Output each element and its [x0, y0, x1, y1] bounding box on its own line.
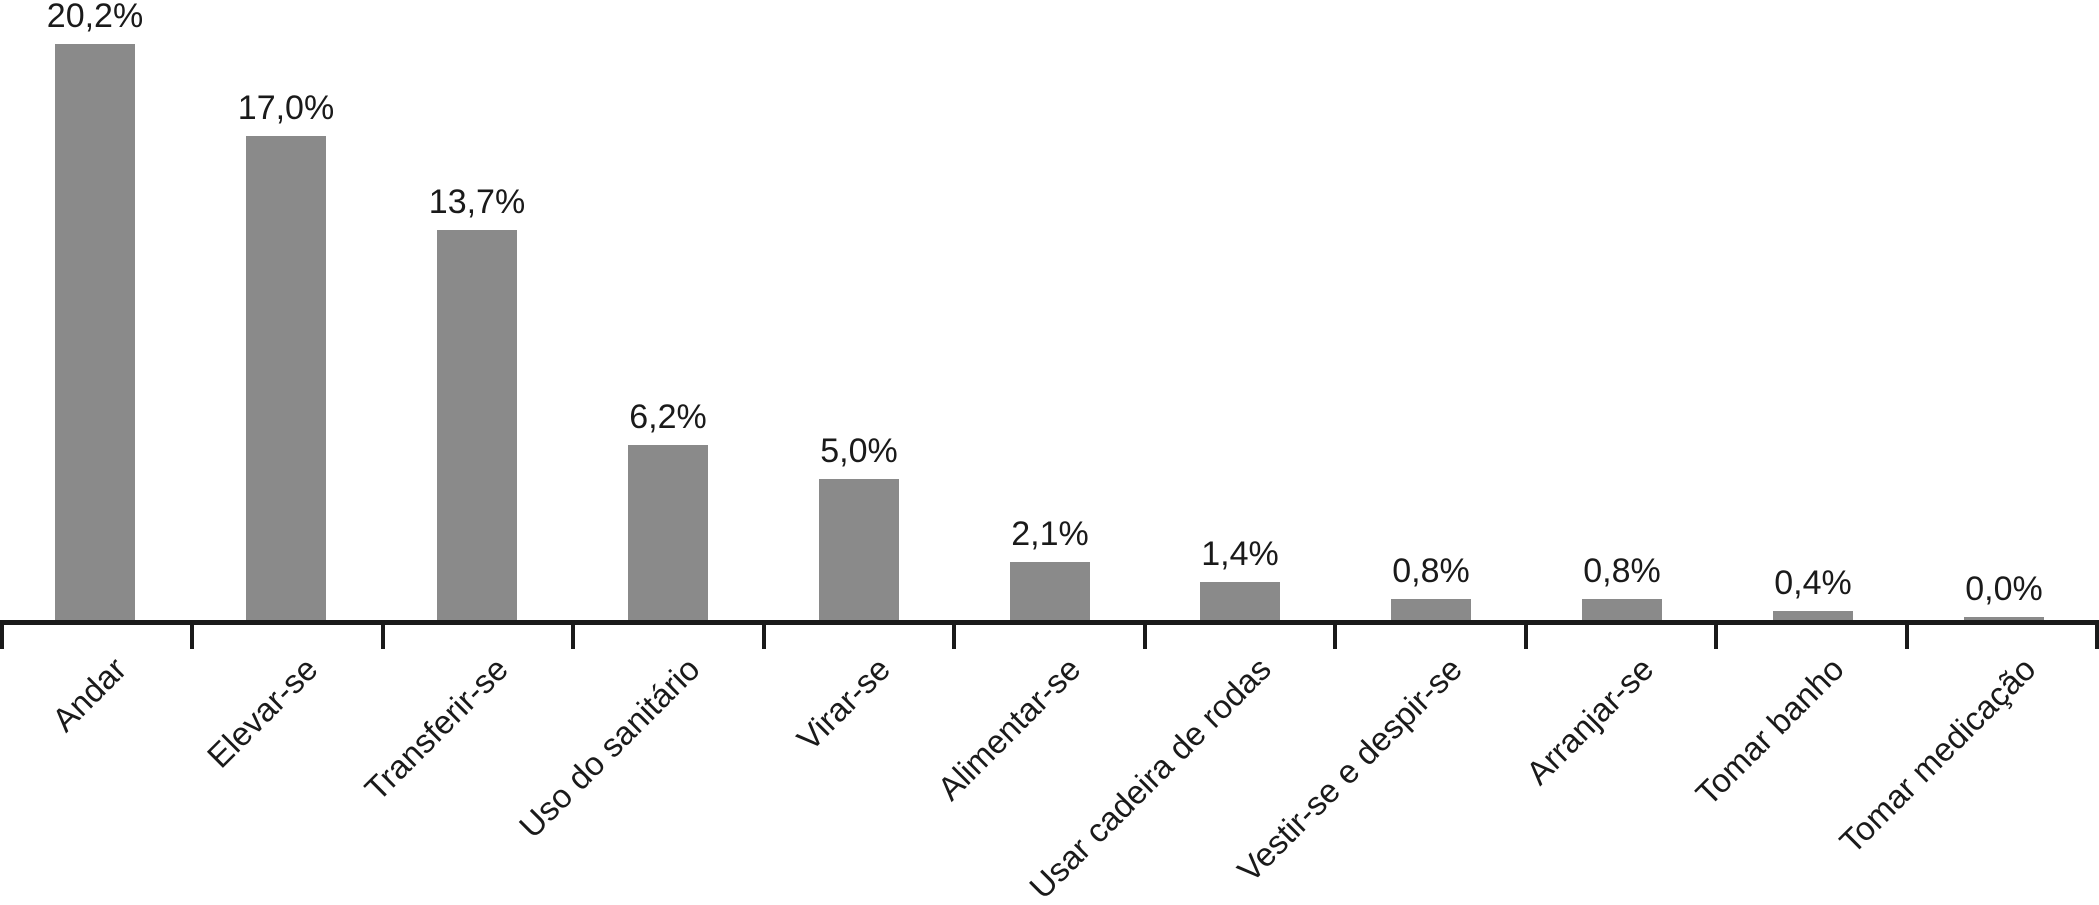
bar-value-label: 1,4% [1201, 535, 1279, 573]
axis-tick [571, 620, 575, 649]
bar-value-label: 2,1% [1011, 515, 1089, 553]
bar-value-label: 0,8% [1583, 552, 1661, 590]
axis-tick [1905, 620, 1909, 649]
bar-value-label: 0,0% [1965, 570, 2043, 608]
category-label-alimentar-se: Alimentar-se [930, 650, 1088, 808]
bar-value-label: 0,8% [1392, 552, 1470, 590]
axis-tick [1143, 620, 1147, 649]
x-axis-line [0, 620, 2099, 625]
axis-tick [762, 620, 766, 649]
bar-uso-do-sanitario [628, 445, 708, 625]
axis-tick [190, 620, 194, 649]
category-label-arranjar-se: Arranjar-se [1518, 650, 1661, 792]
bar-transferir-se [437, 230, 517, 625]
bar-andar [55, 44, 135, 625]
axis-tick [381, 620, 385, 649]
bar-value-label: 0,4% [1774, 564, 1852, 602]
bar-value-label: 17,0% [237, 89, 335, 127]
axis-tick [1524, 620, 1528, 649]
axis-tick [1714, 620, 1718, 649]
axis-tick [2095, 620, 2099, 649]
category-label-virar-se: Virar-se [789, 650, 898, 758]
category-label-tomar-medicacao: Tomar medicação [1831, 650, 2043, 861]
bar-alimentar-se [1010, 562, 1090, 625]
bar-virar-se [819, 479, 899, 625]
category-label-uso-do-sanitario: Uso do sanitário [511, 650, 707, 845]
bar-elevar-se [246, 136, 326, 625]
category-label-transferir-se: Transferir-se [357, 650, 516, 808]
bar-value-label: 6,2% [629, 398, 707, 436]
axis-tick [1333, 620, 1337, 649]
bar-usar-cadeira-de-rodas [1200, 582, 1280, 625]
bar-value-label: 20,2% [46, 0, 144, 35]
axis-tick [952, 620, 956, 649]
category-label-andar: Andar [44, 650, 134, 739]
axis-tick [0, 620, 4, 649]
category-label-elevar-se: Elevar-se [199, 650, 325, 775]
bar-value-label: 5,0% [820, 432, 898, 470]
category-label-tomar-banho: Tomar banho [1688, 650, 1852, 813]
bar-value-label: 13,7% [428, 183, 526, 221]
